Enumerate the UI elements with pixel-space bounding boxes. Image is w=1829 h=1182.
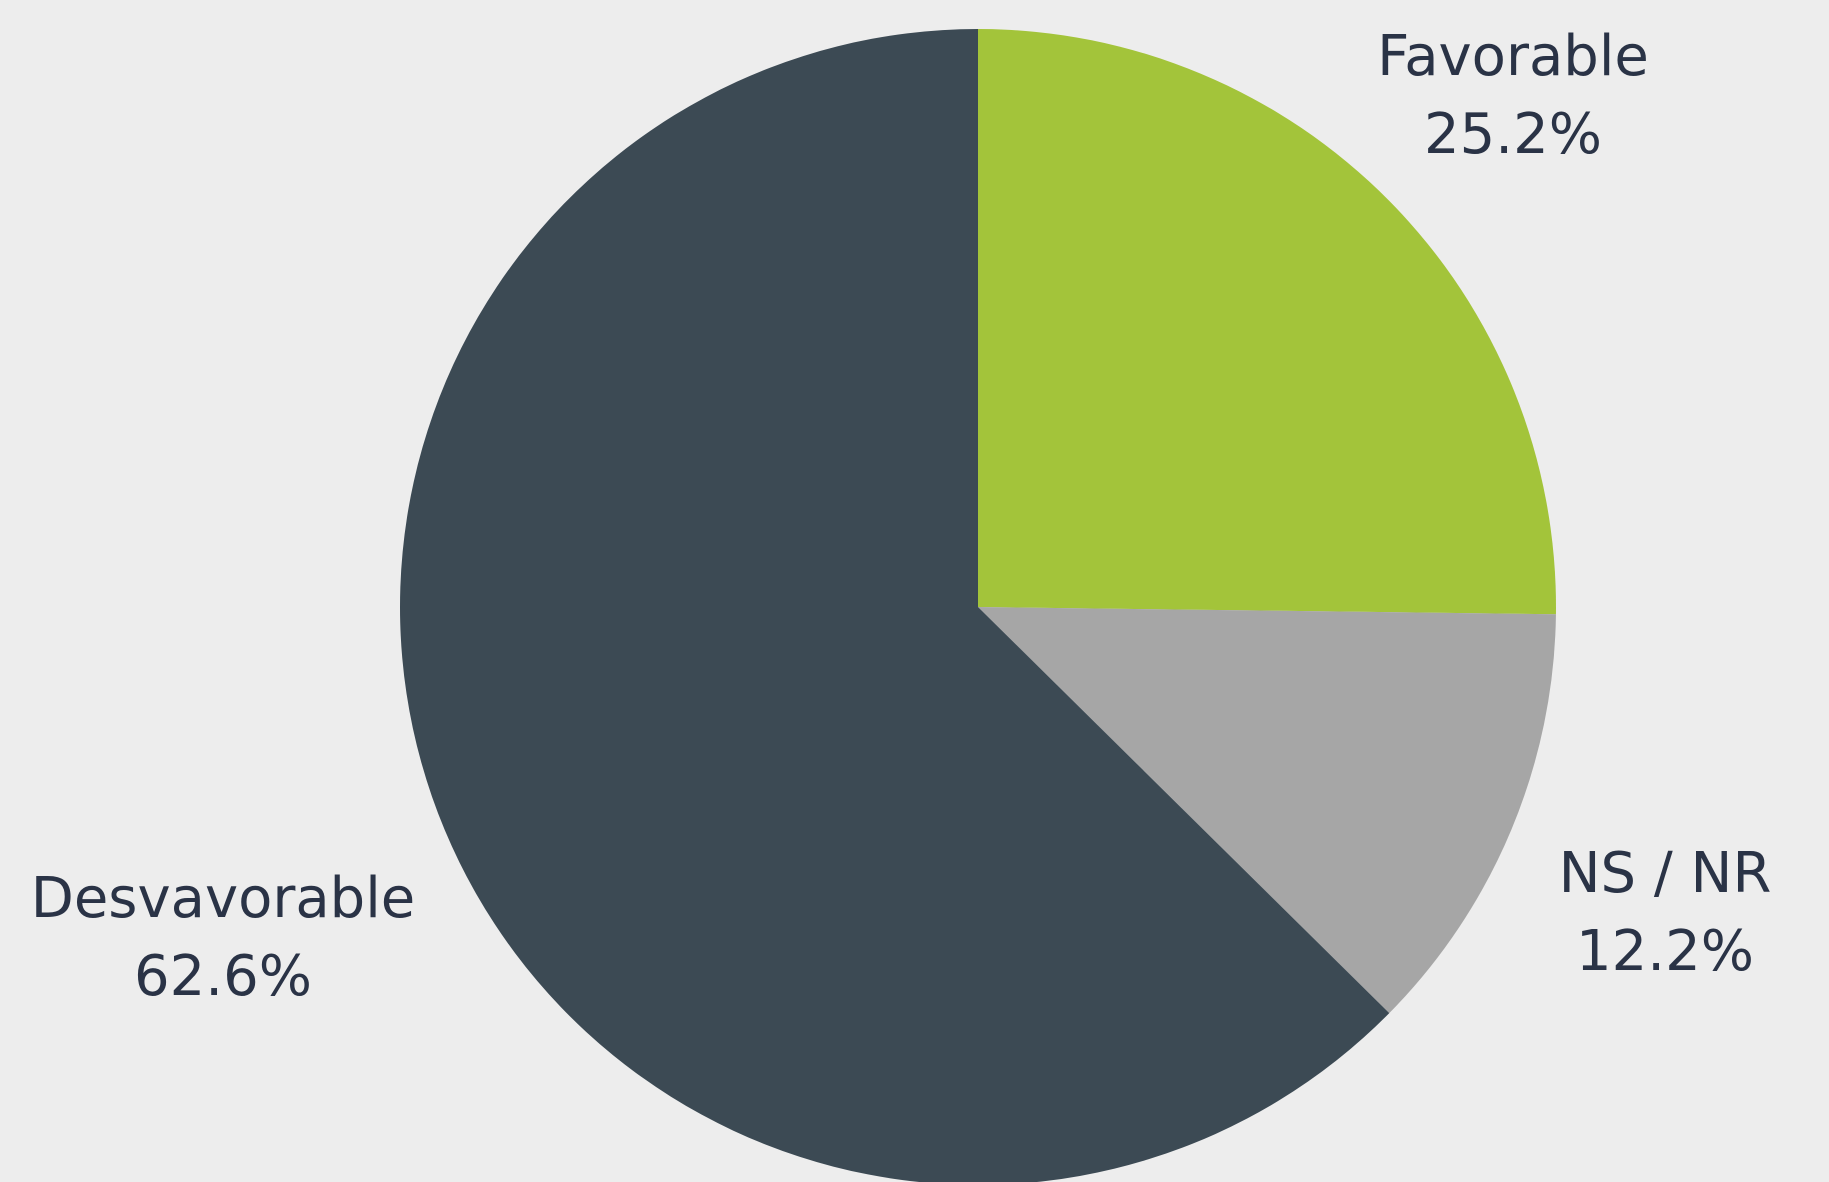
slice-value-label: 62.6% xyxy=(134,944,312,1009)
pie-slice-favorable xyxy=(978,29,1556,615)
slice-value-label: 12.2% xyxy=(1576,919,1754,984)
pie-labels: Favorable 25.2% NS / NR 12.2% Desvavorable 62… xyxy=(31,24,1772,1009)
slice-name-label: Desvavorable xyxy=(31,866,416,931)
slice-name-label: NS / NR xyxy=(1559,841,1772,906)
pie-slices xyxy=(400,29,1556,1182)
pie-slice-desvavorable xyxy=(400,29,1390,1182)
slice-name-label: Favorable xyxy=(1377,24,1649,89)
pie-slice-ns-nr xyxy=(978,607,1556,1014)
slice-value-label: 25.2% xyxy=(1424,102,1602,167)
